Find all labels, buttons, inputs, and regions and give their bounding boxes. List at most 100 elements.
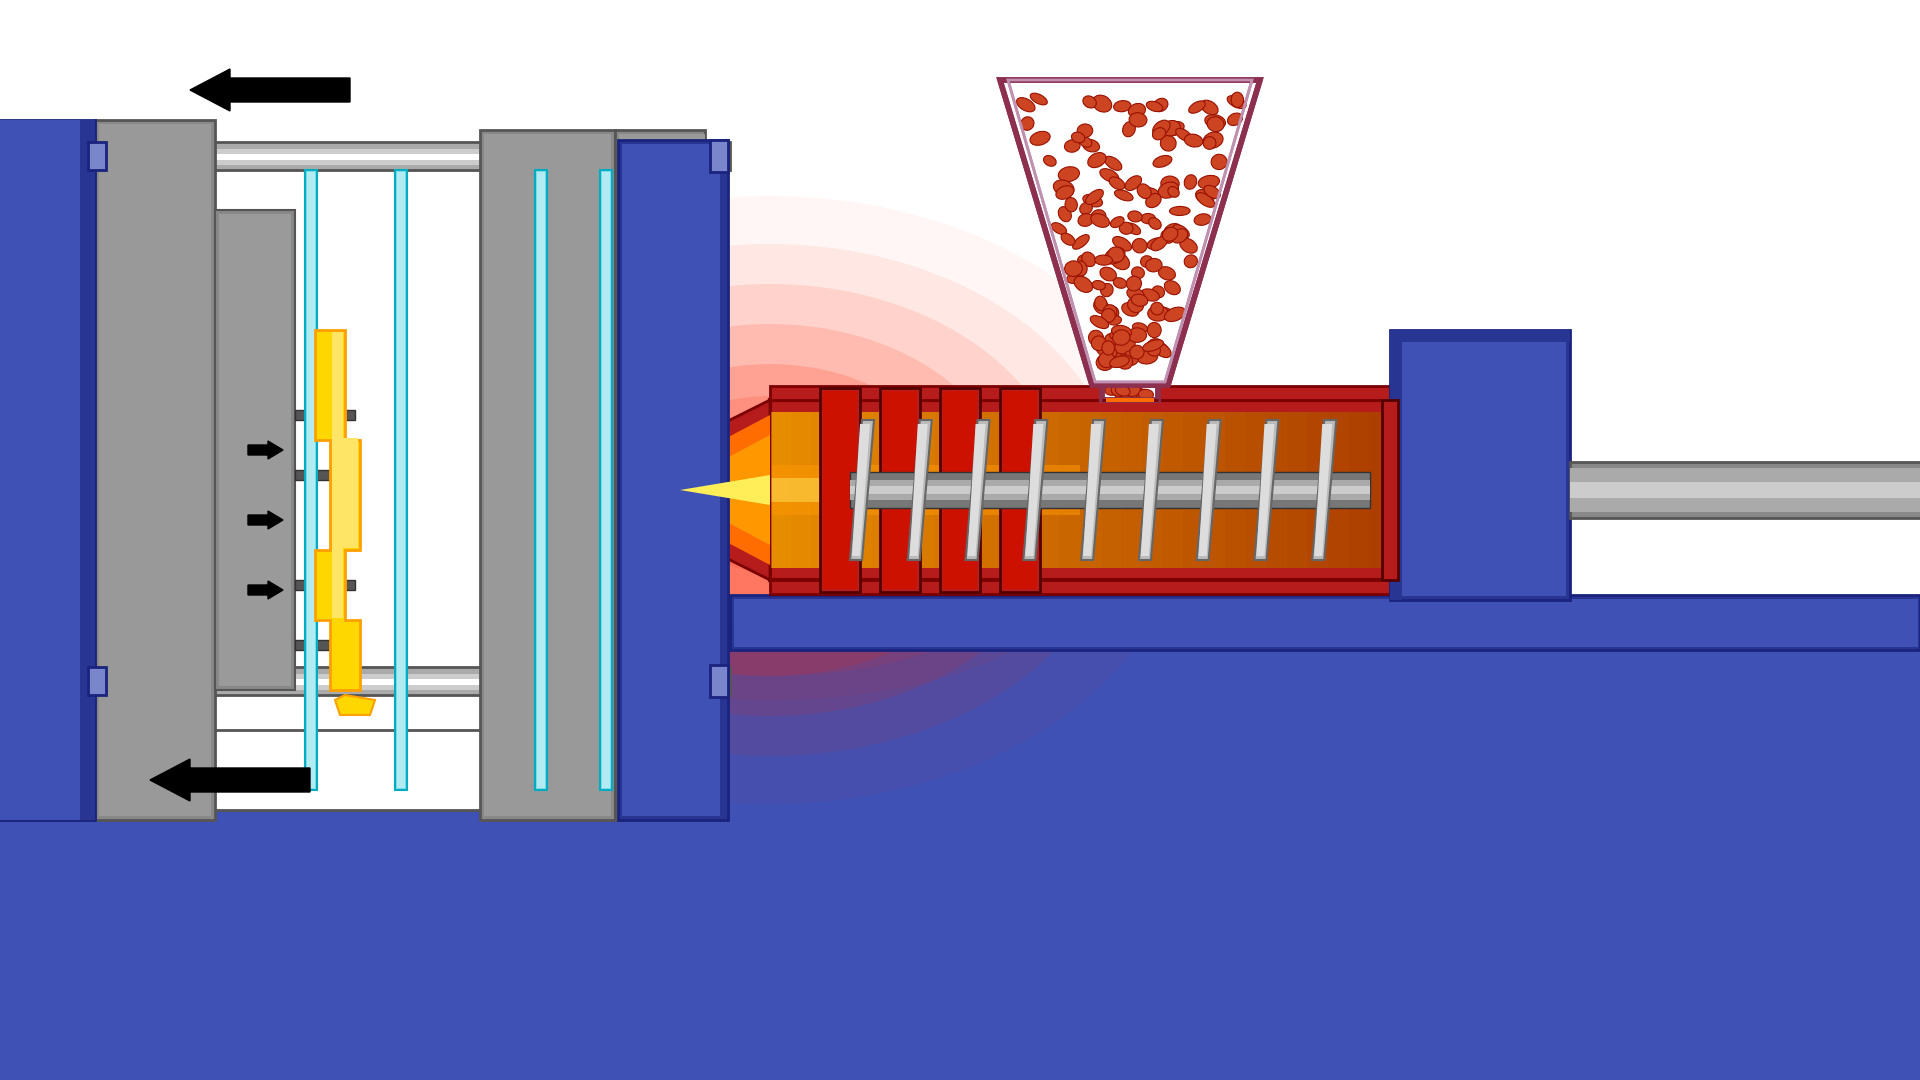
Ellipse shape xyxy=(1110,177,1125,190)
Bar xyxy=(480,130,614,820)
Ellipse shape xyxy=(1158,308,1173,319)
Bar xyxy=(851,472,1371,508)
Bar xyxy=(0,679,730,685)
Polygon shape xyxy=(851,420,874,561)
Ellipse shape xyxy=(1116,389,1129,400)
Polygon shape xyxy=(1023,420,1046,561)
Ellipse shape xyxy=(1091,210,1106,224)
Bar xyxy=(0,630,1920,650)
Ellipse shape xyxy=(1204,137,1215,149)
Ellipse shape xyxy=(1162,121,1181,136)
Polygon shape xyxy=(651,415,770,565)
Ellipse shape xyxy=(1131,267,1144,279)
Bar xyxy=(396,170,407,789)
Bar xyxy=(831,411,854,568)
Ellipse shape xyxy=(1154,156,1171,167)
Bar xyxy=(1060,411,1081,568)
Ellipse shape xyxy=(1110,217,1123,228)
Ellipse shape xyxy=(1204,132,1223,148)
Ellipse shape xyxy=(1106,349,1123,361)
Bar xyxy=(1204,411,1225,568)
Ellipse shape xyxy=(1152,127,1165,139)
Ellipse shape xyxy=(1091,214,1110,227)
Ellipse shape xyxy=(1104,305,1117,319)
Ellipse shape xyxy=(419,244,1121,756)
Ellipse shape xyxy=(1173,225,1188,238)
Bar xyxy=(812,411,833,568)
Ellipse shape xyxy=(1152,286,1165,298)
Ellipse shape xyxy=(1058,166,1079,181)
FancyArrow shape xyxy=(248,581,282,599)
Bar xyxy=(614,130,705,820)
Ellipse shape xyxy=(1083,139,1100,152)
Bar xyxy=(883,391,918,589)
Ellipse shape xyxy=(1125,176,1142,190)
Bar xyxy=(977,411,998,568)
Bar xyxy=(874,411,895,568)
Ellipse shape xyxy=(1154,98,1167,111)
Ellipse shape xyxy=(1108,315,1121,325)
Ellipse shape xyxy=(1158,183,1179,199)
Ellipse shape xyxy=(1148,218,1162,229)
Bar xyxy=(0,120,94,820)
Ellipse shape xyxy=(1031,93,1046,105)
Ellipse shape xyxy=(1129,112,1146,127)
Ellipse shape xyxy=(1185,175,1196,189)
Ellipse shape xyxy=(1140,288,1160,301)
Ellipse shape xyxy=(1127,276,1142,291)
Polygon shape xyxy=(660,435,770,545)
Ellipse shape xyxy=(1185,255,1198,268)
Polygon shape xyxy=(1313,424,1332,556)
Ellipse shape xyxy=(1062,233,1075,245)
Polygon shape xyxy=(910,424,927,556)
Polygon shape xyxy=(1081,420,1106,561)
Bar xyxy=(851,486,1371,494)
Ellipse shape xyxy=(1073,234,1089,249)
Bar xyxy=(895,411,916,568)
Ellipse shape xyxy=(1131,294,1148,307)
Polygon shape xyxy=(639,400,770,580)
Ellipse shape xyxy=(1164,281,1181,295)
Bar xyxy=(1225,411,1246,568)
Bar xyxy=(1018,411,1039,568)
Bar xyxy=(305,170,317,789)
Ellipse shape xyxy=(1175,129,1192,141)
Ellipse shape xyxy=(1127,328,1146,342)
Ellipse shape xyxy=(1083,96,1096,108)
Ellipse shape xyxy=(1139,390,1154,400)
Ellipse shape xyxy=(1121,302,1139,316)
Ellipse shape xyxy=(1114,278,1127,288)
Ellipse shape xyxy=(1140,256,1154,268)
Ellipse shape xyxy=(1164,307,1185,322)
Ellipse shape xyxy=(1104,247,1125,264)
Ellipse shape xyxy=(1116,329,1129,343)
Bar xyxy=(1183,411,1206,568)
Ellipse shape xyxy=(1231,92,1244,107)
Bar xyxy=(0,650,1920,1080)
Ellipse shape xyxy=(1054,180,1073,195)
Ellipse shape xyxy=(1064,261,1083,276)
Bar xyxy=(100,124,211,816)
Ellipse shape xyxy=(1021,117,1035,131)
Polygon shape xyxy=(334,696,374,715)
Polygon shape xyxy=(968,424,985,556)
FancyArrow shape xyxy=(190,69,349,111)
Bar xyxy=(1308,411,1329,568)
Ellipse shape xyxy=(1089,152,1106,167)
Bar xyxy=(730,595,1920,650)
Ellipse shape xyxy=(1094,299,1110,314)
Ellipse shape xyxy=(1056,186,1073,200)
Polygon shape xyxy=(770,400,1390,580)
Ellipse shape xyxy=(1198,175,1219,189)
Bar xyxy=(824,391,856,589)
Ellipse shape xyxy=(1116,386,1131,396)
Bar xyxy=(852,411,874,568)
Ellipse shape xyxy=(1148,306,1169,321)
Ellipse shape xyxy=(1100,168,1119,183)
Ellipse shape xyxy=(1110,356,1129,367)
Ellipse shape xyxy=(1125,224,1140,234)
Bar xyxy=(996,411,1020,568)
Ellipse shape xyxy=(1194,214,1212,226)
Ellipse shape xyxy=(1137,389,1150,400)
Ellipse shape xyxy=(1146,238,1165,249)
